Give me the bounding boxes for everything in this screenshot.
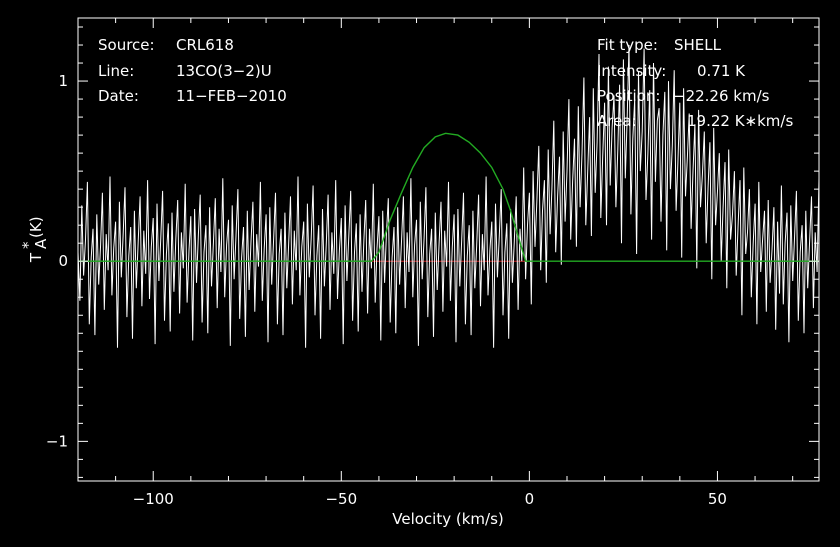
info-position-value: −22.26 km/s <box>673 87 770 105</box>
y-tick-label-1: 1 <box>58 72 68 90</box>
info-line-label: Line: <box>98 62 134 80</box>
x-tick-label-0: 0 <box>525 490 535 508</box>
x-tick-label--100: −100 <box>133 490 174 508</box>
y-axis-label: T * A (K) <box>19 216 50 263</box>
y-tick-label--1: −1 <box>46 432 68 450</box>
info-fit-type-label: Fit type: <box>597 36 658 54</box>
shell-fit-line <box>78 132 819 262</box>
y-axis-label-main: T <box>27 252 45 263</box>
info-source-label: Source: <box>98 36 155 54</box>
info-area-value: 19.22 K∗km/s <box>687 112 793 130</box>
info-source-value: CRL618 <box>176 36 234 54</box>
info-position-label: Position: <box>597 87 660 105</box>
x-tick-label--50: −50 <box>325 490 357 508</box>
info-line-value: 13CO(3−2)U <box>176 62 272 80</box>
info-fit-type-value: SHELL <box>674 36 722 54</box>
info-intensity-label: Intensity: <box>597 62 666 80</box>
plot-frame <box>77 17 820 482</box>
spectrum-series-line <box>77 44 820 348</box>
x-tick-label-50: 50 <box>708 490 727 508</box>
x-ticks: −100 −50 0 50 <box>77 18 794 508</box>
x-axis-label: Velocity (km/s) <box>392 510 503 528</box>
y-axis-label-sub: A <box>32 238 50 249</box>
info-date-label: Date: <box>98 87 139 105</box>
y-axis-label-sup: * <box>19 241 37 249</box>
info-panel-left: Source: CRL618 Line: 13CO(3−2)U Date: 11… <box>98 36 287 105</box>
y-axis-label-unit: (K) <box>27 216 45 238</box>
info-date-value: 11−FEB−2010 <box>176 87 287 105</box>
info-area-label: Area: <box>597 112 637 130</box>
info-intensity-value: 0.71 K <box>697 62 746 80</box>
y-tick-label-0: 0 <box>58 252 68 270</box>
y-ticks: −1 0 1 <box>46 26 819 478</box>
